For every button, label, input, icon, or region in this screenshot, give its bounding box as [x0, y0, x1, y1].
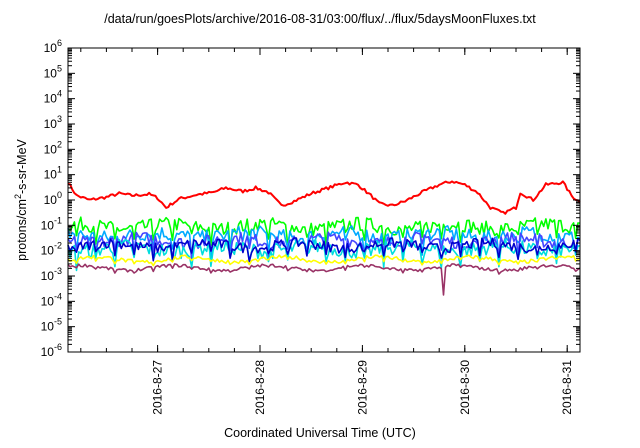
y-tick-label: 10-4	[41, 291, 62, 308]
y-tick-label: 101	[44, 165, 62, 182]
y-tick-label: 105	[44, 63, 62, 80]
x-tick-label: 2016-8-31	[560, 360, 574, 415]
y-tick-base: 10	[41, 269, 55, 283]
y-tick-exponent: -1	[54, 215, 62, 225]
series-layer	[67, 180, 581, 296]
y-tick-exponent: 5	[57, 63, 62, 73]
y-tick-base: 10	[44, 41, 58, 55]
series-line	[67, 237, 581, 263]
x-tick-label: 2016-8-29	[355, 360, 369, 415]
y-tick-label: 10-5	[41, 317, 62, 334]
y-tick-base: 10	[44, 92, 58, 106]
series-line	[67, 254, 581, 267]
series-line	[67, 180, 581, 215]
y-tick-base: 10	[44, 193, 58, 207]
y-tick-base: 10	[44, 142, 58, 156]
y-tick-exponent: -6	[54, 342, 62, 352]
y-tick-label: 106	[44, 38, 62, 55]
x-tick-label: 2016-8-27	[151, 360, 165, 415]
axis-layer: 10610510410310210110010-110-210-310-410-…	[41, 38, 580, 415]
y-tick-base: 10	[44, 117, 58, 131]
x-tick-label: 2016-8-28	[253, 360, 267, 415]
series-line	[67, 216, 581, 249]
y-tick-base: 10	[41, 244, 55, 258]
y-tick-label: 10-6	[41, 342, 62, 359]
y-tick-base: 10	[41, 294, 55, 308]
y-tick-label: 10-2	[41, 241, 62, 258]
y-tick-exponent: -3	[54, 266, 62, 276]
y-tick-exponent: 3	[57, 114, 62, 124]
y-tick-exponent: 1	[57, 165, 62, 175]
y-tick-label: 102	[44, 139, 62, 156]
y-tick-label: 10-1	[41, 215, 62, 232]
y-tick-exponent: -5	[54, 317, 62, 327]
x-axis-label: Coordinated Universal Time (UTC)	[224, 426, 416, 440]
y-tick-base: 10	[41, 218, 55, 232]
y-tick-exponent: 2	[57, 139, 62, 149]
y-tick-exponent: 6	[57, 38, 62, 48]
y-tick-base: 10	[41, 345, 55, 359]
y-tick-exponent: 0	[57, 190, 62, 200]
y-tick-label: 100	[44, 190, 62, 207]
y-tick-exponent: -4	[54, 291, 62, 301]
x-tick-label: 2016-8-30	[458, 360, 472, 415]
y-tick-exponent: -2	[54, 241, 62, 251]
series-line	[67, 263, 581, 296]
y-tick-base: 10	[44, 66, 58, 80]
y-tick-label: 103	[44, 114, 62, 131]
y-tick-label: 104	[44, 89, 62, 106]
y-tick-base: 10	[41, 320, 55, 334]
plot-frame	[67, 47, 581, 353]
y-tick-label: 10-3	[41, 266, 62, 283]
y-tick-exponent: 4	[57, 89, 62, 99]
chart-title: /data/run/goesPlots/archive/2016-08-31/0…	[104, 12, 536, 26]
y-tick-base: 10	[44, 168, 58, 182]
